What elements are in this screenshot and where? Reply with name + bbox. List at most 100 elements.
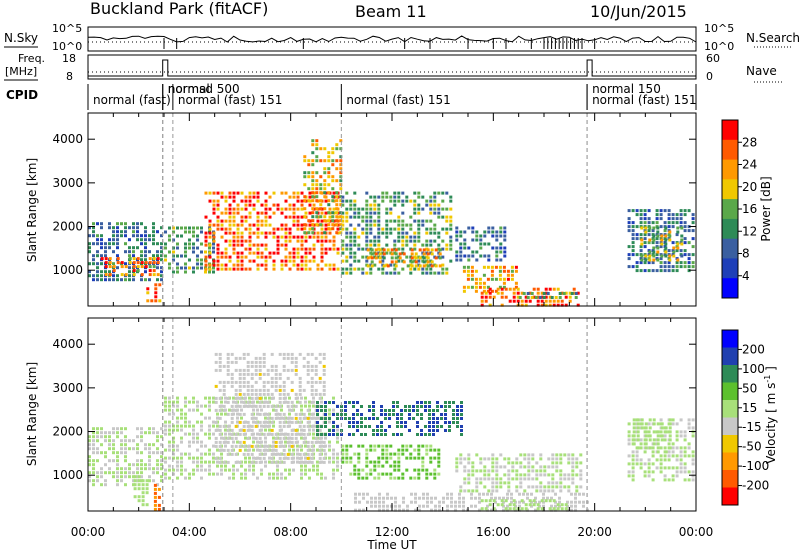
echo-cell — [449, 199, 453, 203]
echo-cell — [582, 500, 585, 504]
echo-cell — [160, 250, 163, 254]
echo-cell — [322, 384, 326, 388]
echo-cell — [294, 364, 298, 368]
echo-cell — [515, 469, 519, 473]
echo-cell — [136, 226, 139, 230]
echo-cell — [236, 211, 240, 215]
echo-cell — [659, 466, 663, 470]
echo-cell — [336, 433, 339, 436]
echo-cell — [300, 235, 304, 239]
echo-cell — [168, 476, 171, 480]
echo-cell — [234, 404, 238, 408]
echo-cell — [631, 450, 635, 454]
echo-cell — [369, 472, 373, 476]
echo-cell — [156, 447, 159, 451]
echo-cell — [315, 223, 319, 227]
echo-cell — [116, 254, 119, 258]
echo-cell — [220, 223, 224, 227]
echo-cell — [208, 235, 212, 239]
echo-cell — [92, 254, 95, 258]
echo-cell — [238, 412, 242, 416]
echo-cell — [246, 364, 250, 368]
echo-cell — [393, 468, 397, 472]
echo-cell — [176, 420, 179, 424]
echo-cell — [168, 464, 171, 468]
echo-cell — [339, 219, 343, 223]
echo-cell — [683, 253, 687, 257]
echo-cell — [491, 246, 495, 250]
echo-cell — [224, 251, 228, 255]
echo-cell — [389, 211, 393, 215]
echo-cell — [214, 408, 218, 412]
echo-cell — [112, 451, 115, 455]
echo-cell — [262, 360, 266, 364]
echo-cell — [324, 251, 328, 255]
echo-cell — [268, 223, 272, 227]
echo-cell — [437, 456, 441, 460]
echo-cell — [548, 299, 552, 303]
echo-cell — [479, 461, 483, 465]
echo-cell — [248, 199, 252, 203]
echo-cell — [471, 250, 475, 254]
echo-cell — [639, 458, 643, 462]
echo-cell — [648, 438, 652, 442]
echo-cell — [495, 246, 499, 250]
echo-cell — [154, 299, 158, 303]
echo-cell — [128, 475, 131, 479]
echo-cell — [365, 448, 369, 452]
echo-cell — [284, 215, 288, 219]
echo-cell — [264, 416, 267, 420]
echo-cell — [556, 287, 560, 291]
echo-cell — [425, 452, 429, 456]
echo-cell — [691, 261, 695, 265]
echo-cell — [463, 477, 467, 481]
echo-cell — [425, 227, 429, 231]
echo-cell — [683, 229, 687, 233]
echo-cell — [532, 295, 536, 299]
echo-cell — [368, 409, 371, 412]
echo-cell — [214, 384, 218, 388]
echo-cell — [222, 380, 226, 384]
echo-cell — [357, 468, 361, 472]
echo-cell — [510, 273, 514, 277]
echo-cell — [466, 277, 470, 281]
echo-cell — [471, 238, 475, 242]
echo-cell — [288, 408, 291, 412]
echo-cell — [341, 448, 345, 452]
echo-cell — [487, 489, 491, 493]
echo-cell — [266, 388, 270, 392]
echo-cell — [92, 234, 95, 238]
echo-cell — [152, 265, 156, 269]
echo-cell — [232, 215, 236, 219]
echo-cell — [116, 427, 119, 431]
echo-cell — [88, 447, 91, 451]
echo-cell — [184, 246, 187, 250]
echo-cell — [679, 221, 683, 225]
echo-cell — [137, 495, 141, 499]
echo-cell — [414, 496, 417, 500]
echo-cell — [92, 483, 95, 487]
echo-cell — [369, 211, 373, 215]
echo-cell — [560, 303, 564, 307]
echo-cell — [308, 404, 311, 408]
echo-cell — [96, 250, 99, 254]
echo-cell — [648, 418, 652, 422]
echo-cell — [510, 496, 513, 500]
echo-cell — [208, 246, 211, 250]
echo-cell — [667, 466, 671, 470]
echo-cell — [444, 409, 447, 412]
echo-cell — [276, 476, 279, 480]
echo-cell — [88, 250, 91, 254]
echo-cell — [176, 246, 179, 250]
echo-cell — [168, 456, 171, 460]
echo-cell — [341, 456, 345, 460]
echo-cell — [434, 256, 438, 260]
echo-cell — [470, 285, 474, 289]
echo-cell — [176, 444, 179, 448]
echo-cell — [212, 472, 215, 476]
echo-cell — [220, 211, 224, 215]
echo-cell — [643, 450, 647, 454]
echo-cell — [417, 231, 421, 235]
